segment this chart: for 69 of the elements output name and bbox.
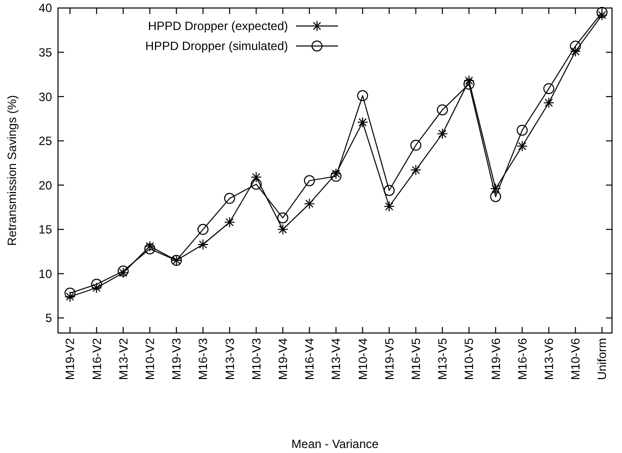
y-tick-label: 35 xyxy=(38,45,52,60)
y-tick-label: 40 xyxy=(38,1,52,16)
x-tick-label: M16-V2 xyxy=(90,338,104,380)
legend-label: HPPD Dropper (simulated) xyxy=(145,39,288,54)
x-tick-label: M10-V3 xyxy=(249,338,264,380)
x-tick-label: M19-V5 xyxy=(382,338,396,380)
point xyxy=(144,240,156,252)
point xyxy=(224,192,236,204)
y-tick-label: 25 xyxy=(38,134,52,148)
x-tick-label: M13-V4 xyxy=(329,338,344,380)
point xyxy=(357,90,368,102)
y-tick-label: 30 xyxy=(38,90,52,104)
point xyxy=(64,291,76,302)
point xyxy=(436,104,448,116)
x-tick-label: M10-V2 xyxy=(143,338,157,380)
point xyxy=(570,46,581,57)
x-tick-label: Uniform xyxy=(595,338,610,380)
point xyxy=(384,184,395,196)
point xyxy=(91,278,102,290)
point xyxy=(330,170,342,182)
x-axis-title: Mean - Variance xyxy=(291,437,379,451)
x-tick-label: M16-V4 xyxy=(302,338,317,380)
x-tick-label: M19-V6 xyxy=(488,338,503,380)
point xyxy=(277,224,288,235)
point xyxy=(224,216,236,228)
x-tick-label: M19-V2 xyxy=(63,338,78,380)
point xyxy=(250,172,262,183)
y-tick-label: 20 xyxy=(38,178,52,192)
point xyxy=(144,243,156,254)
point xyxy=(304,175,315,186)
x-tick-label: M10-V6 xyxy=(568,338,583,380)
x-tick-label: M19-V4 xyxy=(276,338,290,380)
x-tick-label: M10-V4 xyxy=(356,338,370,380)
point xyxy=(516,140,528,152)
point xyxy=(490,183,502,194)
point xyxy=(198,224,208,235)
x-tick-label: M13-V5 xyxy=(436,338,450,380)
point xyxy=(543,83,554,94)
point xyxy=(91,282,102,294)
point xyxy=(464,78,474,90)
x-tick-label: M16-V5 xyxy=(409,338,423,380)
point xyxy=(198,238,208,250)
point xyxy=(330,168,342,180)
point xyxy=(357,116,368,128)
point xyxy=(543,97,554,108)
point xyxy=(490,191,502,202)
y-tick-label: 15 xyxy=(38,222,52,237)
y-tick-label: 10 xyxy=(38,266,52,281)
point xyxy=(516,124,528,136)
point xyxy=(570,40,581,52)
point xyxy=(250,178,262,190)
x-tick-label: M13-V2 xyxy=(116,338,130,380)
y-axis-title: Retransmission Savings (%) xyxy=(5,95,19,246)
legend-label: HPPD Dropper (expected) xyxy=(148,19,288,34)
point xyxy=(277,212,288,224)
x-tick-label: M13-V6 xyxy=(542,338,556,380)
point xyxy=(304,198,315,210)
x-tick-label: M10-V5 xyxy=(462,338,476,380)
x-tick-label: M19-V3 xyxy=(170,338,184,380)
x-tick-label: M16-V6 xyxy=(515,338,530,380)
point xyxy=(436,128,448,140)
point xyxy=(464,75,474,86)
x-tick-label: M13-V3 xyxy=(222,338,237,380)
point xyxy=(384,200,395,212)
x-tick-label: M16-V3 xyxy=(196,338,210,380)
point xyxy=(64,288,76,299)
point xyxy=(410,164,422,176)
y-tick-label: 5 xyxy=(45,311,52,326)
point xyxy=(410,140,422,151)
